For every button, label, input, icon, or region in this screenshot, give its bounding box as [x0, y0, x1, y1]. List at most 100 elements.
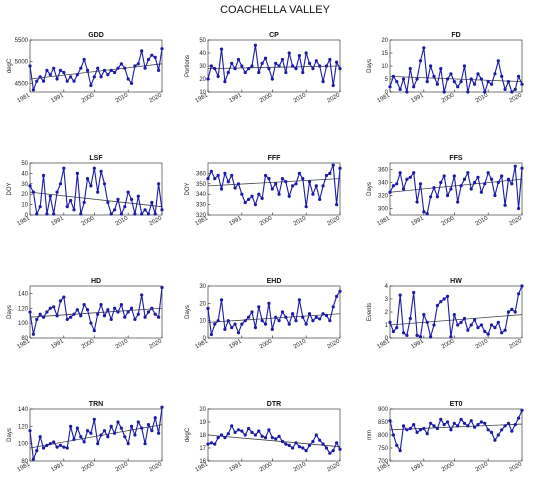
y-axis-label: Days: [367, 59, 373, 73]
data-point: [48, 442, 52, 446]
data-point: [48, 306, 52, 310]
data-point: [439, 417, 443, 421]
data-point: [48, 73, 52, 77]
data-point: [294, 182, 298, 186]
data-point: [72, 79, 76, 83]
data-point: [260, 61, 264, 65]
x-tick-label: 2020: [326, 215, 341, 227]
data-point: [41, 173, 46, 178]
series-line: [29, 287, 163, 335]
data-point: [243, 70, 247, 75]
x-tick-label: 2000: [259, 92, 274, 104]
data-point: [126, 310, 130, 314]
data-point: [506, 421, 511, 425]
data-point: [209, 169, 213, 173]
data-point: [209, 441, 213, 445]
data-point: [476, 423, 480, 427]
data-point: [253, 326, 257, 330]
data-point: [311, 319, 315, 323]
data-point: [500, 174, 504, 178]
data-point: [38, 205, 42, 209]
y-tick-label: 360: [378, 168, 389, 174]
panel-ehd: EHD Days 0 10 20 30 1981 1991 2000 2010 2020: [185, 278, 342, 350]
data-point: [412, 85, 416, 89]
y-tick-label: 80: [21, 336, 28, 342]
data-point: [116, 420, 120, 424]
data-point: [209, 332, 213, 337]
data-point: [219, 47, 224, 51]
data-point: [35, 317, 39, 322]
x-tick-label: 1981: [376, 215, 391, 227]
data-point: [412, 171, 416, 175]
data-point: [335, 294, 339, 298]
data-point: [38, 312, 42, 316]
data-point: [395, 80, 399, 84]
data-point: [226, 70, 230, 75]
y-axis-label: mm: [367, 430, 373, 440]
data-point: [226, 432, 230, 436]
data-point: [116, 66, 120, 70]
data-point: [253, 43, 257, 47]
plot-area: [389, 408, 523, 462]
series-line: [207, 424, 341, 455]
x-tick-label: 2020: [508, 461, 523, 473]
x-tick-label: 2000: [259, 461, 274, 473]
data-point: [38, 75, 42, 79]
data-point: [415, 200, 419, 204]
data-point: [476, 326, 480, 330]
data-point: [318, 64, 322, 68]
x-tick-label: 2000: [259, 338, 274, 350]
data-point: [109, 424, 113, 428]
panel-title: TRN: [89, 401, 103, 408]
x-tick-label: 2010: [475, 215, 490, 227]
series-line: [207, 290, 341, 335]
data-point: [274, 182, 278, 186]
data-point: [226, 319, 230, 323]
data-point: [510, 182, 514, 186]
data-point: [280, 310, 285, 314]
data-point: [301, 70, 305, 75]
y-tick-label: 350: [196, 182, 207, 188]
data-point: [136, 62, 140, 66]
y-tick-label: 20: [199, 77, 206, 83]
data-point: [301, 177, 305, 181]
y-tick-label: 140: [18, 291, 29, 297]
data-point: [28, 184, 32, 188]
y-tick-label: 50: [21, 161, 28, 167]
data-point: [263, 173, 268, 178]
data-point: [277, 434, 281, 438]
data-point: [216, 319, 220, 323]
panel-title: HD: [91, 278, 101, 285]
data-point: [129, 81, 134, 85]
data-point: [82, 302, 86, 307]
data-point: [146, 310, 151, 314]
data-point: [483, 421, 487, 425]
data-point: [92, 75, 96, 79]
data-point: [116, 197, 120, 201]
data-point: [250, 430, 254, 434]
data-point: [294, 67, 298, 71]
panel-title: CP: [269, 32, 279, 39]
data-point: [513, 164, 517, 168]
x-tick-label: 2010: [475, 461, 490, 473]
data-point: [257, 70, 261, 75]
data-point: [493, 438, 497, 442]
data-point: [415, 333, 419, 337]
data-point: [274, 315, 278, 319]
x-tick-label: 1981: [194, 461, 209, 473]
x-tick-label: 2020: [508, 92, 523, 104]
data-point: [69, 198, 73, 203]
data-point: [473, 180, 477, 185]
data-point: [506, 177, 511, 181]
data-point: [388, 190, 392, 194]
data-point: [62, 295, 66, 299]
data-point: [284, 70, 288, 75]
data-point: [270, 327, 274, 331]
data-point: [113, 431, 117, 435]
data-point: [445, 193, 450, 198]
data-point: [75, 171, 79, 175]
data-point: [79, 435, 83, 439]
data-point: [388, 419, 392, 423]
data-point: [405, 428, 409, 432]
data-point: [243, 319, 247, 323]
